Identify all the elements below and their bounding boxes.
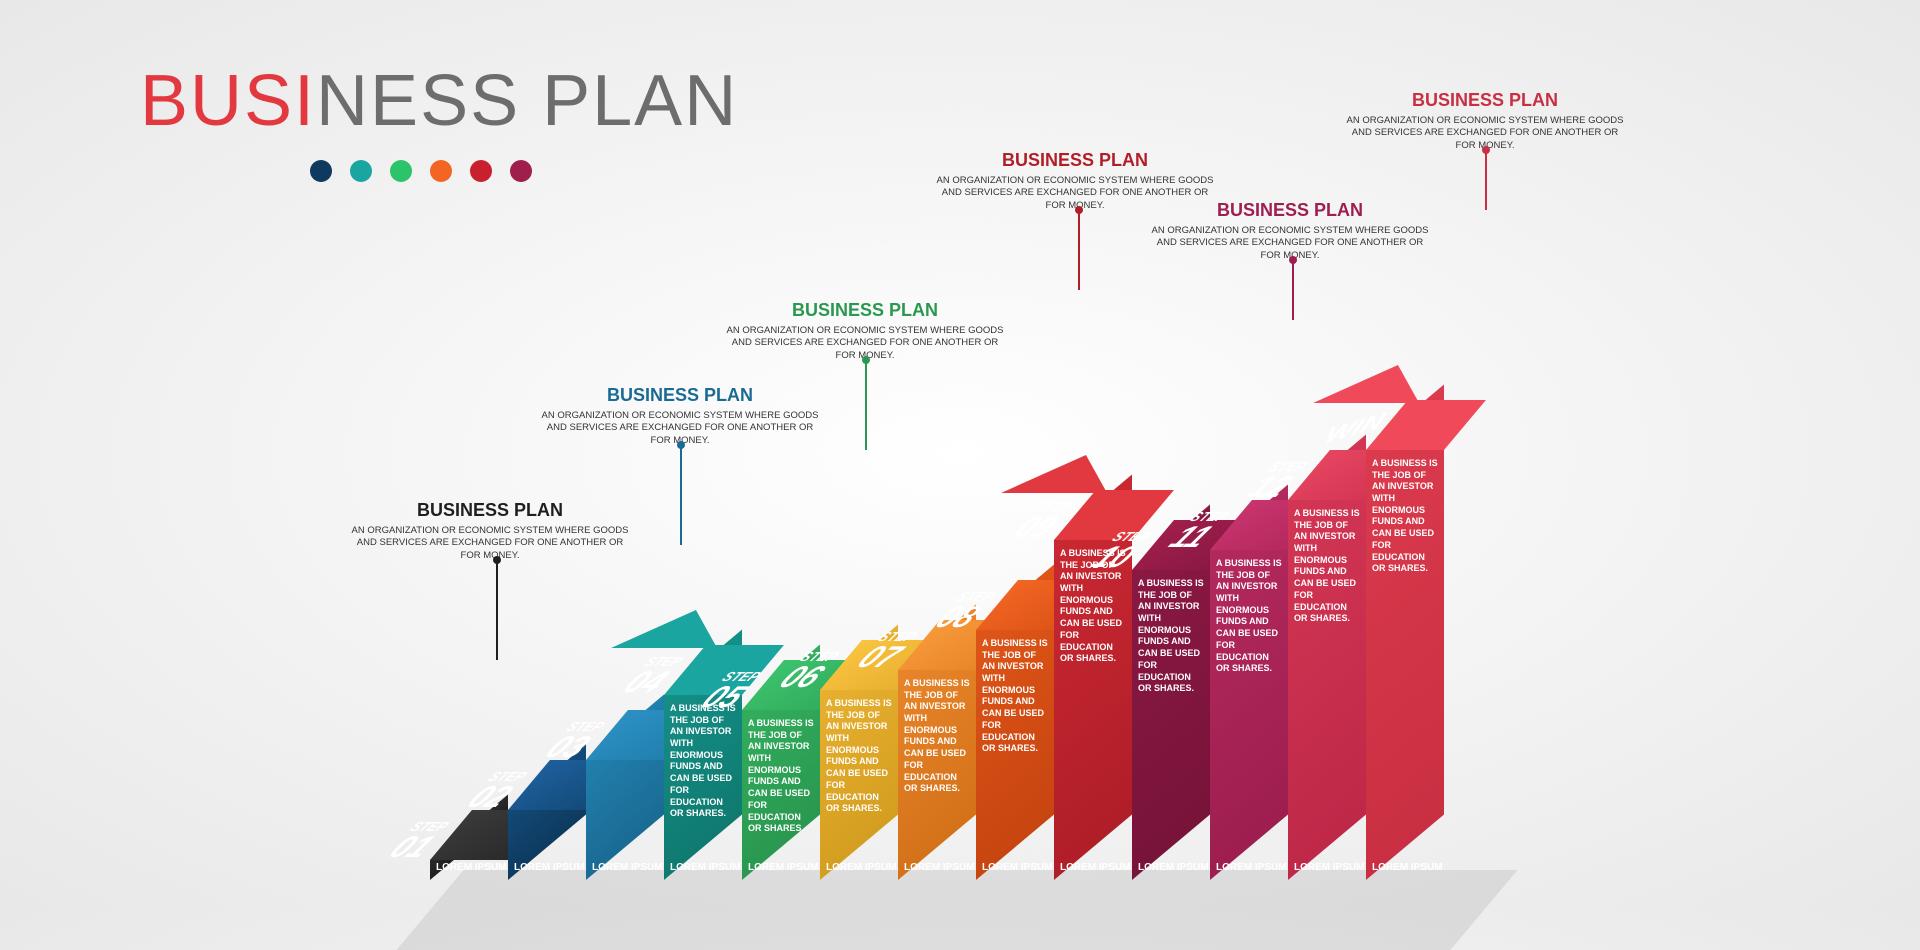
step-09: STEP09A BUSINESS IS THE JOB OF AN INVEST… [1054,320,1132,880]
step-11: STEP11A BUSINESS IS THE JOB OF AN INVEST… [1210,320,1288,880]
step-: WINA BUSINESS IS THE JOB OF AN INVESTOR … [1366,320,1444,880]
bar-description: A BUSINESS IS THE JOB OF AN INVESTOR WIT… [1294,508,1362,625]
legend-dot [470,160,492,182]
callout-dot [1289,256,1297,264]
legend-dot [430,160,452,182]
callout-dot [1075,206,1083,214]
bar-description: A BUSINESS IS THE JOB OF AN INVESTOR WIT… [826,698,894,815]
callout: BUSINESS PLAN AN ORGANIZATION OR ECONOMIC… [350,500,630,562]
lorem-label: LOREM IPSUM [1294,862,1365,873]
bar-description: A BUSINESS IS THE JOB OF AN INVESTOR WIT… [982,638,1050,755]
legend-dot [390,160,412,182]
legend-dot [510,160,532,182]
step-06: STEP06A BUSINESS IS THE JOB OF AN INVEST… [820,320,898,880]
legend-dot [310,160,332,182]
legend-dot [350,160,372,182]
bar-description: A BUSINESS IS THE JOB OF AN INVESTOR WIT… [1372,458,1440,575]
callout-line [1292,260,1294,320]
callout-title: BUSINESS PLAN [1345,90,1625,111]
callout-title: BUSINESS PLAN [1150,200,1430,221]
step-12: STEP12A BUSINESS IS THE JOB OF AN INVEST… [1288,320,1366,880]
main-title: BUSINESS PLAN [140,60,738,142]
lorem-label: LOREM IPSUM [514,862,585,873]
lorem-label: LOREM IPSUM [982,862,1053,873]
title-part1: BUSI [140,61,316,141]
callout-title: BUSINESS PLAN [935,150,1215,171]
callout-line [680,445,682,545]
callout-line [496,560,498,660]
callout: BUSINESS PLANAN ORGANIZATION OR ECONOMIC… [725,300,1005,362]
lorem-label: LOREM IPSUM [748,862,819,873]
callout-dot [493,556,501,564]
callout-title: BUSINESS PLAN [725,300,1005,321]
lorem-label: LOREM IPSUM [1216,862,1287,873]
callout-title: BUSINESS PLAN [540,385,820,406]
callout: BUSINESS PLANAN ORGANIZATION OR ECONOMIC… [1150,200,1430,262]
callout-line [865,360,867,450]
bar-description: A BUSINESS IS THE JOB OF AN INVESTOR WIT… [748,718,816,835]
bar-description: A BUSINESS IS THE JOB OF AN INVESTOR WIT… [670,703,738,820]
bar-description: A BUSINESS IS THE JOB OF AN INVESTOR WIT… [1138,578,1206,695]
lorem-label: LOREM IPSUM [670,862,741,873]
step-08: STEP08A BUSINESS IS THE JOB OF AN INVEST… [976,320,1054,880]
callout-dot [677,441,685,449]
bar-description: A BUSINESS IS THE JOB OF AN INVESTOR WIT… [904,678,972,795]
callout-desc: AN ORGANIZATION OR ECONOMIC SYSTEM WHERE… [350,525,630,562]
step-10: STEP10A BUSINESS IS THE JOB OF AN INVEST… [1132,320,1210,880]
lorem-label: LOREM IPSUM [1138,862,1209,873]
lorem-label: LOREM IPSUM [1060,862,1131,873]
callout-title: BUSINESS PLAN [350,500,630,521]
callout-dot [1482,146,1490,154]
lorem-label: LOREM IPSUM [904,862,975,873]
callout-line [1078,210,1080,290]
lorem-label: LOREM IPSUM [1372,862,1443,873]
callout: BUSINESS PLANAN ORGANIZATION OR ECONOMIC… [540,385,820,447]
lorem-label: LOREM IPSUM [592,862,663,873]
bar-description: A BUSINESS IS THE JOB OF AN INVESTOR WIT… [1216,558,1284,675]
lorem-label: LOREM IPSUM [826,862,897,873]
title-part2: NESS PLAN [316,61,738,141]
callout-line [1485,150,1487,210]
legend-dots [310,160,532,182]
callout-dot [862,356,870,364]
lorem-label: LOREM IPSUM [436,862,507,873]
callout: BUSINESS PLANAN ORGANIZATION OR ECONOMIC… [1345,90,1625,152]
